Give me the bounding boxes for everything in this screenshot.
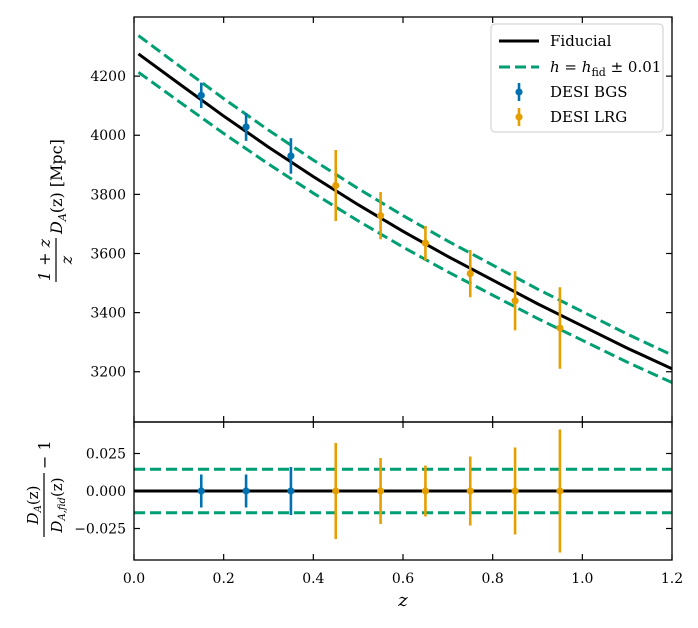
bottom-ylabel-denom-d: D xyxy=(48,521,66,534)
lrg-point xyxy=(332,181,340,190)
top-ylabel-rest: DA(z) [Mpc] xyxy=(47,139,69,235)
bottom-plot-area xyxy=(134,429,672,553)
lrg-ratio-point xyxy=(376,487,385,495)
legend-lrg-swatch-point xyxy=(515,113,523,121)
upper-band-line xyxy=(137,34,672,357)
lrg-ratio-point xyxy=(332,487,340,495)
top-ylabel-numerator: 1 + z xyxy=(35,238,54,281)
bottom-ylabel-numer-d: D xyxy=(24,512,42,525)
bottom-ytick-label: 0.025 xyxy=(86,447,126,463)
legend-label: DESI BGS xyxy=(550,83,628,101)
bgs-point xyxy=(242,123,250,131)
legend: Fiducial h = hfid ± 0.01 DESI BGS DESI LRG xyxy=(490,23,664,133)
fiducial-line xyxy=(137,52,672,371)
lrg-point xyxy=(556,324,564,332)
top-ytick-label: 3200 xyxy=(90,365,126,381)
top-ylabel-sub: A xyxy=(56,213,69,222)
top-ylabel-d: D xyxy=(47,221,66,235)
top-ylabel-arg: (z) xyxy=(47,187,66,213)
bottom-ylabel-numerator: DA(z) xyxy=(24,486,44,526)
top-plot-area xyxy=(137,34,672,384)
lrg-point xyxy=(511,297,519,305)
lrg-ratio-point xyxy=(556,487,564,495)
bgs-ratio-point xyxy=(287,487,295,495)
xtick-label: 1.2 xyxy=(661,571,683,587)
legend-box xyxy=(490,23,664,133)
bgs-point xyxy=(287,152,295,160)
legend-label-part: h = h xyxy=(550,58,591,76)
xtick-label: 1.0 xyxy=(571,571,593,587)
lrg-ratio-point xyxy=(511,487,519,495)
bottom-ylabel-denominator: DA,fid(z) xyxy=(48,477,68,533)
top-ytick-label: 3800 xyxy=(90,187,126,203)
bgs-point xyxy=(197,91,205,99)
lower-band-line xyxy=(137,71,672,384)
bottom-ytick-label: −0.025 xyxy=(74,522,126,538)
top-y-axis-label: 1 + z z DA(z) [Mpc] xyxy=(35,139,76,282)
xtick-label: 0.0 xyxy=(123,571,145,587)
lrg-ratio-point xyxy=(466,487,474,495)
legend-label: h = hfid ± 0.01 xyxy=(550,58,661,79)
xtick-label: 0.4 xyxy=(302,571,324,587)
xtick-label: 0.6 xyxy=(392,571,414,587)
legend-label: DESI LRG xyxy=(550,108,627,126)
legend-label: Fiducial xyxy=(550,32,612,50)
bgs-ratio-point xyxy=(197,487,205,495)
bottom-ylabel-numer-arg: (z) xyxy=(24,486,42,506)
lrg-point xyxy=(376,212,385,220)
top-ytick-label: 4200 xyxy=(90,69,126,85)
top-ytick-label: 4000 xyxy=(90,128,126,144)
top-ylabel-unit: [Mpc] xyxy=(47,139,66,187)
bottom-ylabel-denom-sub: A,fid xyxy=(57,497,68,521)
xtick-label: 0.2 xyxy=(213,571,235,587)
legend-bgs-swatch-point xyxy=(515,88,523,96)
top-ytick-label: 3600 xyxy=(90,246,126,262)
lrg-point xyxy=(421,239,430,247)
bottom-ytick-label: 0.000 xyxy=(86,484,126,500)
bottom-panel: 0.0 0.2 0.4 0.6 0.8 1.0 1.2 0.025 0.000 −0.025 xyxy=(74,421,683,587)
axis-labels: z1 + z zDA(z) [Mpc]DA(z)DA,fid(z)− 1 xyxy=(24,139,408,611)
bottom-y-axis-label: DA(z)DA,fid(z)− 1 xyxy=(24,440,68,537)
legend-label-part: ± 0.01 xyxy=(606,58,662,76)
bottom-ylabel-denom-arg: (z) xyxy=(48,477,66,497)
top-ytick-label: 3400 xyxy=(90,306,126,322)
top-panel: 3200 3400 3600 3800 4000 4200 xyxy=(90,16,673,423)
xtick-label: 0.8 xyxy=(482,571,504,587)
lrg-ratio-point xyxy=(421,487,430,495)
bottom-ylabel-numer-sub: A xyxy=(33,505,44,513)
lrg-point xyxy=(466,269,474,278)
top-ylabel-denominator: z xyxy=(57,255,76,265)
legend-label-sub: fid xyxy=(591,66,605,79)
bottom-ylabel-minus: − 1 xyxy=(35,440,54,469)
bgs-ratio-point xyxy=(242,487,250,495)
x-axis-label: z xyxy=(397,590,408,611)
